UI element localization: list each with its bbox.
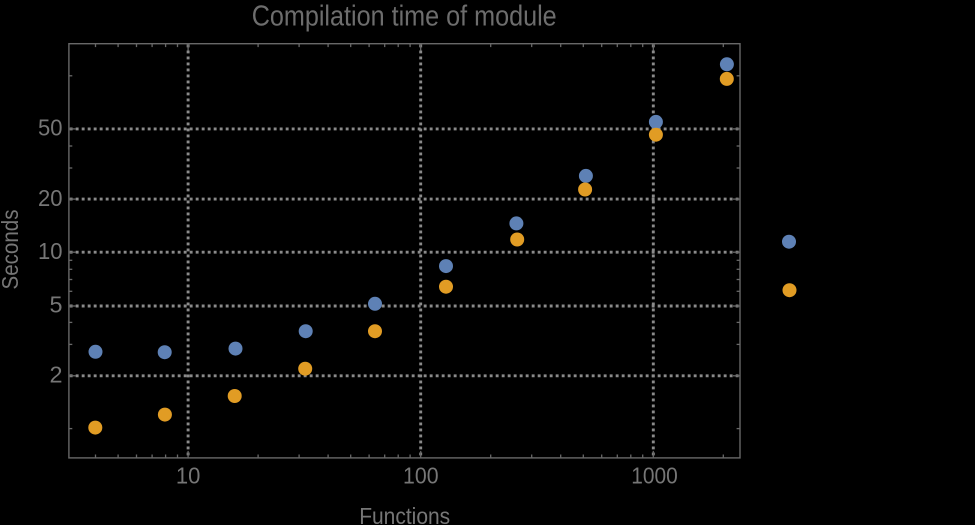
- svg-text:1000: 1000: [631, 462, 678, 488]
- svg-text:50: 50: [38, 115, 63, 141]
- svg-text:5: 5: [49, 292, 62, 318]
- svg-text:Compilation time of module: Compilation time of module: [252, 1, 557, 33]
- svg-text:100: 100: [403, 462, 439, 488]
- svg-text:20: 20: [38, 185, 63, 211]
- svg-text:Seconds: Seconds: [0, 210, 23, 290]
- svg-text:10: 10: [38, 238, 63, 264]
- svg-text:2: 2: [49, 362, 62, 388]
- svg-text:10: 10: [176, 462, 201, 488]
- svg-text:Functions: Functions: [359, 503, 450, 525]
